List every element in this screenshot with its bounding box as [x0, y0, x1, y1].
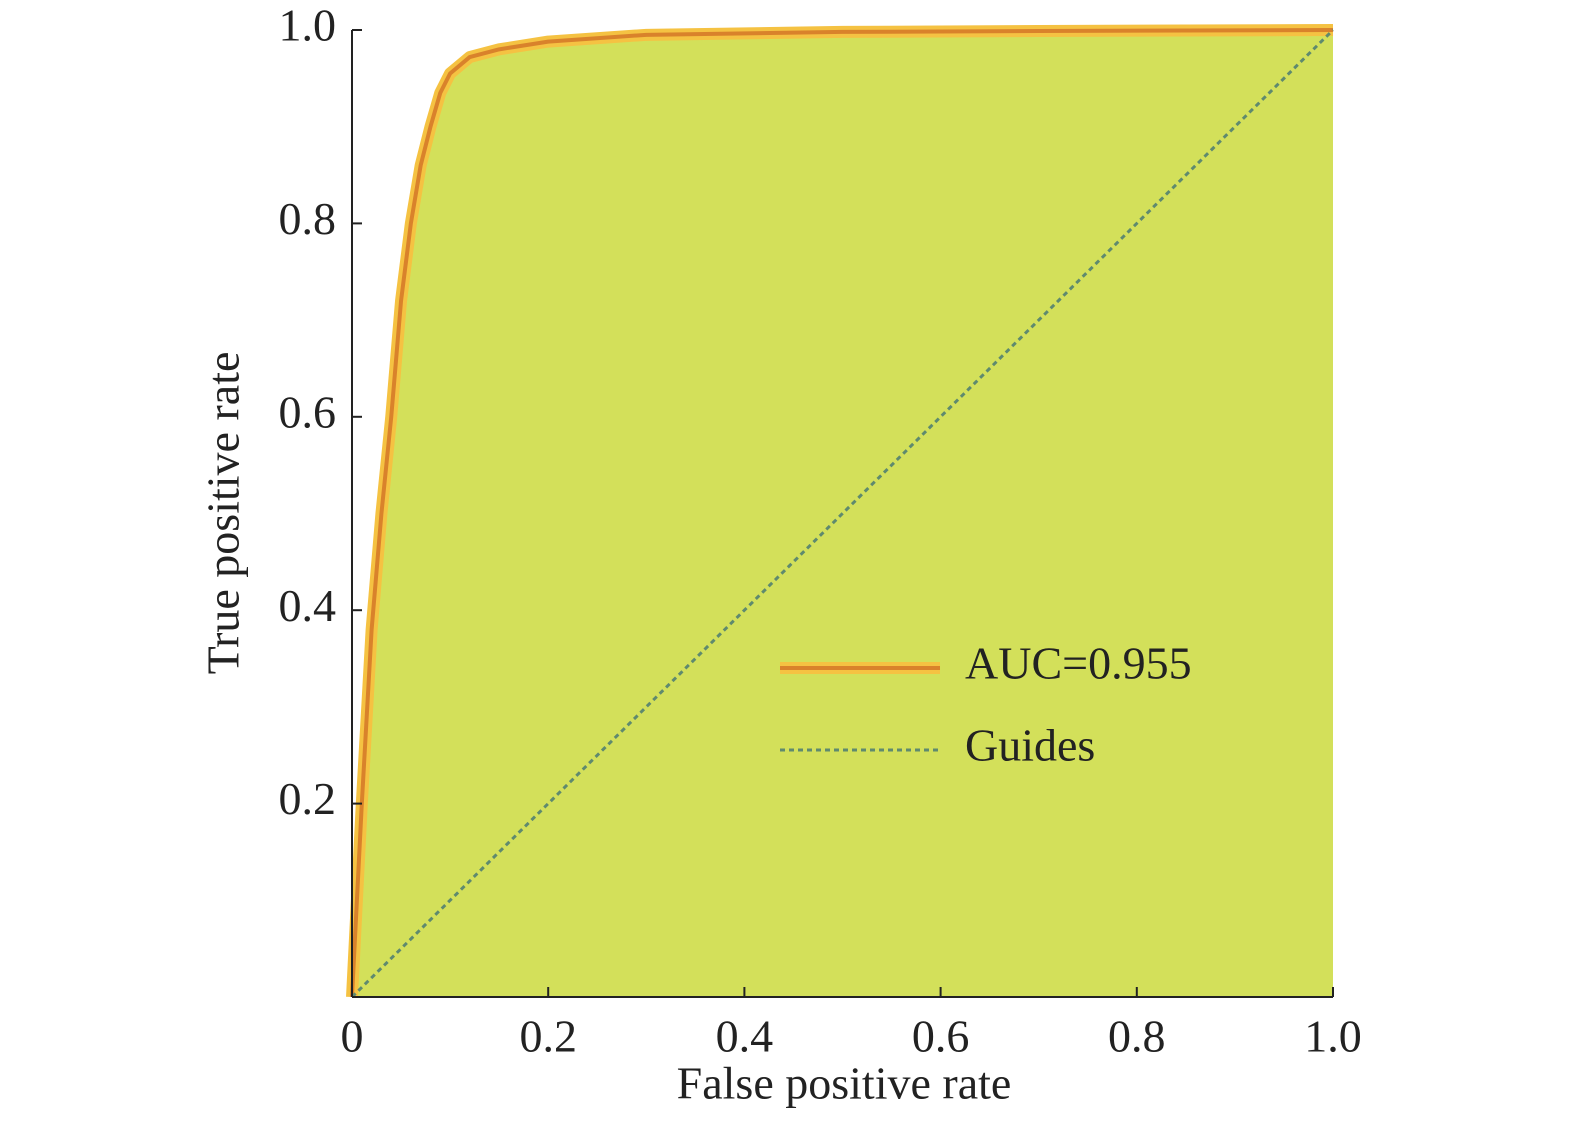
y-tick-label: 0.4 — [279, 580, 337, 631]
y-tick-label: 0.8 — [279, 193, 337, 244]
y-tick-label: 0.6 — [279, 386, 337, 437]
x-tick-label: 0 — [341, 1011, 364, 1062]
legend-label: Guides — [965, 720, 1095, 771]
x-axis-label: False positive rate — [677, 1058, 1012, 1109]
x-tick-label: 0.4 — [716, 1011, 774, 1062]
y-axis-label: True positive rate — [198, 352, 249, 675]
x-tick-label: 0.2 — [519, 1011, 577, 1062]
x-tick-label: 1.0 — [1304, 1011, 1362, 1062]
legend-label: AUC=0.955 — [965, 638, 1192, 689]
x-tick-label: 0.8 — [1108, 1011, 1166, 1062]
y-tick-label: 1.0 — [279, 0, 337, 51]
line — [350, 28, 1335, 999]
y-tick-label: 0.2 — [279, 773, 337, 824]
line — [350, 28, 1334, 998]
x-tick-label: 0.6 — [912, 1011, 970, 1062]
